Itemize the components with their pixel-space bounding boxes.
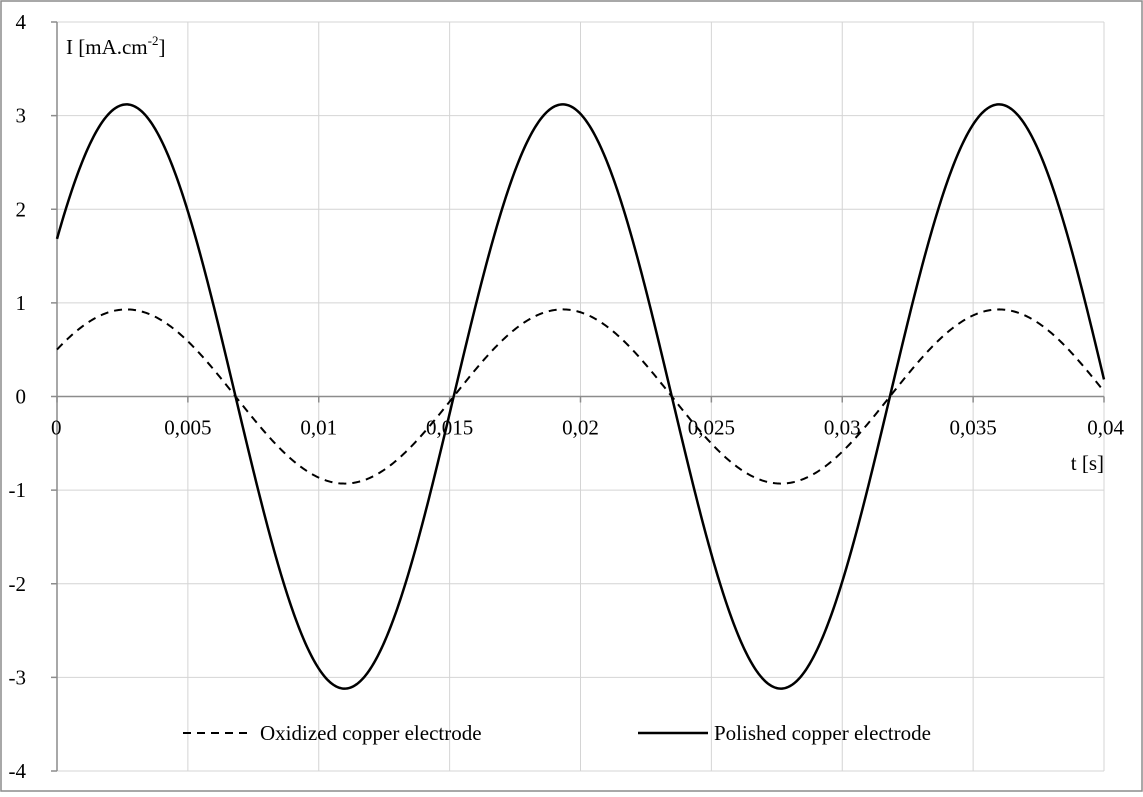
series-line-polished	[55, 103, 1106, 690]
y-tick-label: 2	[16, 197, 27, 221]
x-tick-label: 0	[51, 416, 62, 440]
y-tick-label: -3	[9, 665, 27, 689]
y-axis-title: I [mA.cm-2]	[66, 33, 166, 59]
y-tick-label: 0	[16, 385, 27, 409]
series-line-oxidized	[56, 308, 1105, 485]
x-tick-label: 0,03	[824, 416, 861, 440]
y-tick-label: 4	[16, 10, 27, 34]
legend-label-polished: Polished copper electrode	[714, 721, 931, 745]
x-tick-label: 0,005	[164, 416, 211, 440]
x-axis-title: t [s]	[1071, 451, 1104, 475]
legend-label-oxidized: Oxidized copper electrode	[260, 721, 482, 745]
x-tick-label: 0,02	[562, 416, 599, 440]
y-tick-label: 3	[16, 104, 27, 128]
y-tick-label: -4	[9, 759, 27, 783]
y-axis-title-superscript: -2	[148, 33, 159, 48]
y-tick-label: -1	[9, 478, 27, 502]
tick-labels: 4 3 2 1 0 -1 -2 -3 -4 0 0,005 0,01 0,015 0,02 0,025 0,0…	[9, 10, 1125, 783]
y-axis-title-end: ]	[159, 35, 166, 59]
series-lines	[55, 103, 1106, 690]
x-tick-label: 0,015	[426, 416, 473, 440]
legend: Oxidized copper electrode Polished coppe…	[183, 721, 931, 745]
y-axis-title-main: I [mA.cm	[66, 35, 148, 59]
axes	[51, 21, 1105, 772]
x-tick-label: 0,025	[688, 416, 735, 440]
y-tick-label: -2	[9, 572, 27, 596]
x-tick-label: 0,01	[300, 416, 337, 440]
y-tick-label: 1	[16, 291, 27, 315]
x-tick-label: 0,035	[950, 416, 997, 440]
x-tick-label: 0,04	[1087, 416, 1124, 440]
